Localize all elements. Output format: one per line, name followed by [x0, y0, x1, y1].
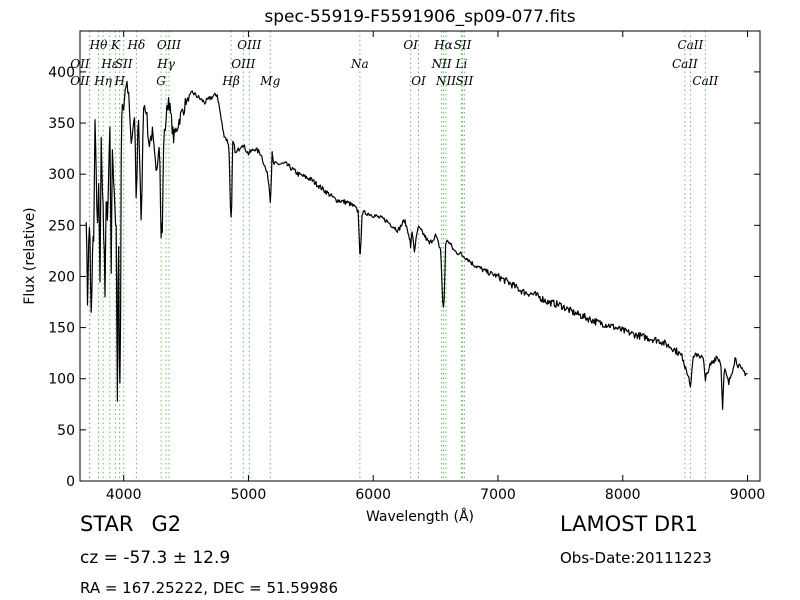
subclass-label: G2: [151, 512, 182, 536]
line-label: SII: [115, 57, 133, 71]
line-label: OI: [411, 74, 426, 88]
line-label: G: [156, 74, 166, 88]
y-tick-label: 100: [48, 372, 75, 388]
plot-frame: [79, 30, 761, 482]
y-tick-label: 200: [48, 269, 75, 285]
y-tick-label: 0: [66, 474, 75, 490]
x-axis: 4000 5000 6000 7000 8000 9000: [106, 31, 765, 503]
line-label: Hθ: [89, 38, 108, 52]
y-axis: 0 50 100 150 200 250 300 350 400: [48, 65, 760, 490]
line-label: Hα: [433, 38, 453, 52]
y-tick-label: 50: [57, 423, 75, 439]
line-label: Mg: [259, 74, 280, 88]
x-axis-label: Wavelength (Å): [366, 508, 474, 525]
line-label: Hγ: [156, 57, 175, 71]
survey-name: LAMOST DR1: [560, 512, 699, 536]
spectrum-series: [85, 80, 748, 410]
x-tick-label: 6000: [355, 487, 391, 503]
observation-date: Obs-Date:20111223: [560, 549, 712, 567]
x-tick-label: 4000: [106, 487, 142, 503]
spectrum-line: [85, 80, 748, 410]
line-label: Hη: [93, 74, 112, 88]
object-class: STAR G2: [80, 512, 181, 536]
y-tick-label: 150: [48, 321, 75, 337]
line-label: H: [113, 74, 125, 88]
line-label: CaII: [692, 74, 718, 88]
line-label: Hδ: [127, 38, 146, 52]
line-label: Li: [455, 57, 468, 71]
line-label: K: [110, 38, 121, 52]
line-label: NII: [431, 57, 452, 71]
line-label: OIII: [157, 38, 181, 52]
line-label: OI: [403, 38, 418, 52]
line-label: NII: [435, 74, 456, 88]
spectral-line-labels: OIIOIIHθHηHεKHSIIHδGHγOIIIHβOIIIOIIIMgNa…: [70, 38, 718, 88]
y-tick-label: 250: [48, 218, 75, 234]
chart-title: spec-55919-F5591906_sp09-077.fits: [264, 7, 575, 27]
x-tick-label: 8000: [605, 487, 641, 503]
y-tick-label: 300: [48, 167, 75, 183]
y-tick-label: 400: [48, 65, 75, 81]
line-label: Na: [350, 57, 369, 71]
line-label: CaII: [677, 38, 703, 52]
x-tick-label: 9000: [730, 487, 766, 503]
line-label: OIII: [237, 38, 261, 52]
line-label: SII: [454, 38, 472, 52]
y-axis-label: Flux (relative): [22, 207, 38, 304]
line-label: SII: [456, 74, 474, 88]
line-label: OIII: [231, 57, 255, 71]
coordinates-line: RA = 167.25222, DEC = 51.59986: [80, 579, 339, 597]
x-tick-label: 7000: [480, 487, 516, 503]
redshift-line: cz = -57.3 ± 12.9: [80, 548, 231, 568]
class-label: STAR: [80, 512, 134, 536]
x-tick-label: 5000: [231, 487, 267, 503]
y-tick-label: 350: [48, 116, 75, 132]
line-label: Hβ: [221, 74, 239, 88]
spectral-line-markers: [89, 31, 706, 481]
line-label: Hε: [100, 57, 118, 71]
line-label: CaII: [672, 57, 698, 71]
